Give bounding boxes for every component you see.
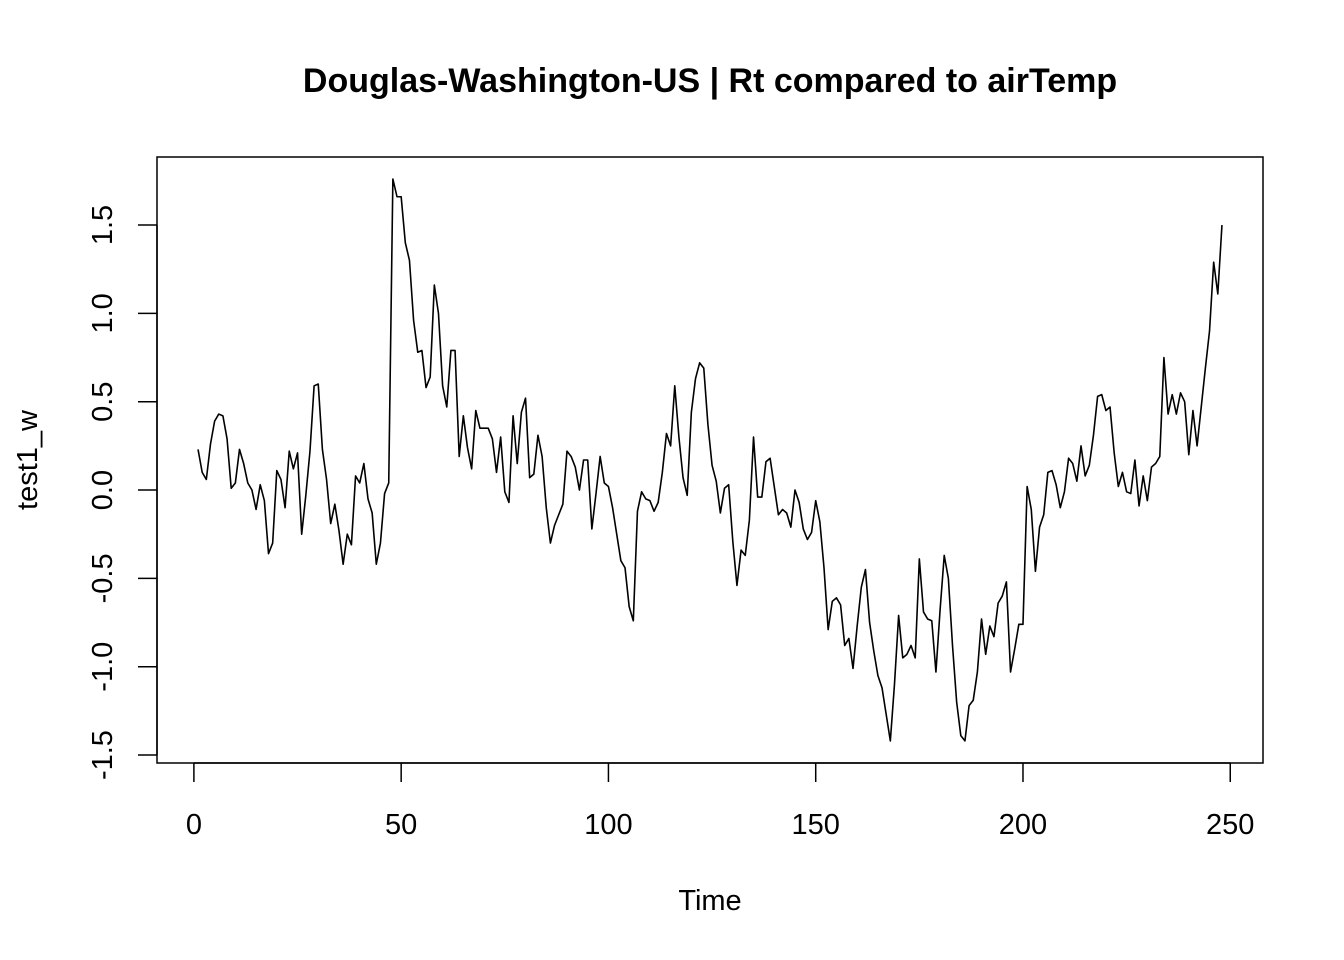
x-axis: 0 50 100 150 200 250 [186,763,1255,841]
y-tick-label: -1.0 [87,642,119,692]
y-tick-label: 1.0 [87,293,119,333]
x-tick-label: 100 [584,809,632,841]
y-tick-label: 0.0 [87,470,119,510]
y-tick-label: 0.5 [87,382,119,422]
series-line [198,179,1222,741]
plot-frame [157,157,1263,763]
y-axis-label: test1_w [12,409,44,510]
y-tick-label: -0.5 [87,553,119,603]
x-tick-label: 50 [385,809,417,841]
y-axis: -1.5 -1.0 -0.5 0.0 0.5 1.0 1.5 [87,205,157,780]
y-tick-label: 1.5 [87,205,119,245]
x-tick-label: 250 [1206,809,1254,841]
chart-title: Douglas-Washington-US | Rt compared to a… [303,62,1117,100]
x-axis-label: Time [678,885,741,917]
x-tick-label: 200 [999,809,1047,841]
x-tick-label: 150 [792,809,840,841]
x-tick-label: 0 [186,809,202,841]
y-tick-label: -1.5 [87,730,119,780]
